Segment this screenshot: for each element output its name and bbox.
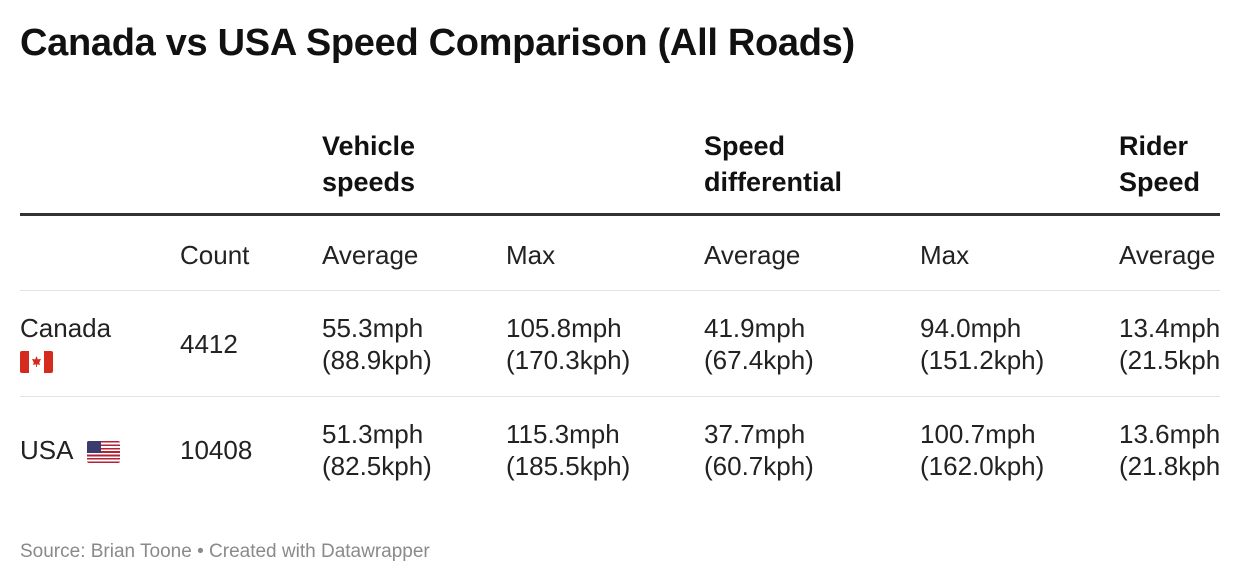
column-header-differential-average: Average <box>704 240 801 270</box>
column-header-count: Count <box>180 240 250 270</box>
country-cell: Canada <box>20 312 111 376</box>
speed-table: Vehicle speeds Speed differential Rider … <box>20 0 1220 520</box>
canada-flag-icon <box>20 351 53 374</box>
country-name: USA <box>20 435 73 465</box>
differential-max-cell: 100.7mph (162.0kph) <box>920 419 1045 481</box>
group-header-vehicle-speeds: Vehicle speeds <box>322 131 416 197</box>
source-footer: Source: Brian Toone • Created with Dataw… <box>20 541 430 562</box>
country-name: Canada <box>20 313 112 343</box>
rider-average-cell: 13.6mph (21.8kph) <box>1119 419 1220 481</box>
header-divider <box>20 213 1220 216</box>
differential-average-cell: 37.7mph (60.7kph) <box>704 419 814 481</box>
differential-average-cell: 41.9mph (67.4kph) <box>704 313 814 375</box>
count-cell: 4412 <box>180 329 238 359</box>
column-header-vehicle-max: Max <box>506 240 556 270</box>
country-cell: USA <box>20 434 121 466</box>
group-header-speed-differential: Speed differential <box>704 131 843 197</box>
vehicle-average-cell: 55.3mph (88.9kph) <box>322 313 432 375</box>
vehicle-max-cell: 105.8mph (170.3kph) <box>506 313 631 375</box>
differential-max-cell: 94.0mph (151.2kph) <box>920 313 1045 375</box>
row-divider <box>20 290 1220 291</box>
column-header-rider-average: Average <box>1119 240 1216 270</box>
rider-average-cell: 13.4mph (21.5kph) <box>1119 313 1220 375</box>
row-divider <box>20 396 1220 397</box>
chart-title: Canada vs USA Speed Comparison (All Road… <box>20 22 855 64</box>
vehicle-average-cell: 51.3mph (82.5kph) <box>322 419 432 481</box>
group-header-rider-speed: Rider Speed <box>1119 131 1201 197</box>
column-header-vehicle-average: Average <box>322 240 419 270</box>
count-cell: 10408 <box>180 435 253 465</box>
vehicle-max-cell: 115.3mph (185.5kph) <box>506 419 631 481</box>
column-header-differential-max: Max <box>920 240 970 270</box>
usa-flag-icon <box>87 441 121 464</box>
